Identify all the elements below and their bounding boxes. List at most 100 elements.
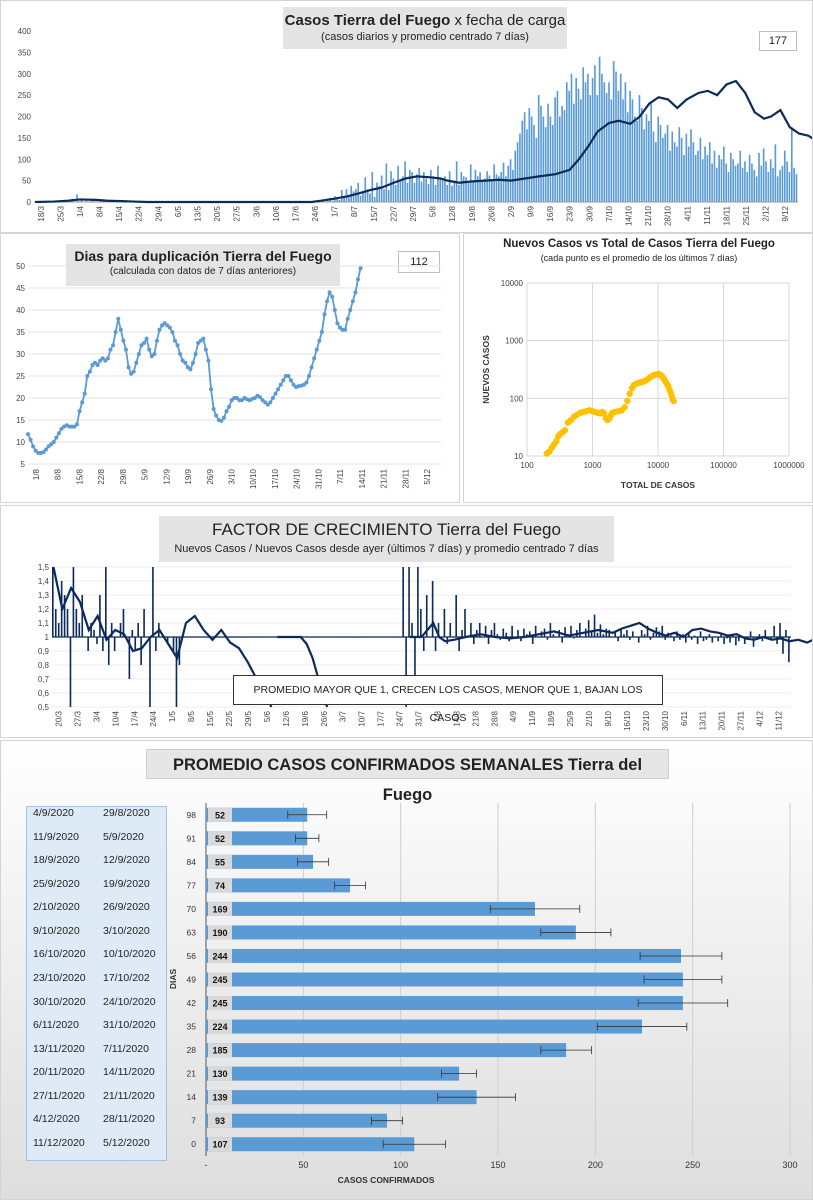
daily-case-bar <box>755 176 758 202</box>
chart-title: Casos Tierra del Fuego x fecha de carga <box>284 12 566 29</box>
daily-case-bar <box>767 172 770 202</box>
growth-bar <box>414 637 416 693</box>
y-tick-label: 250 <box>18 91 32 100</box>
growth-bar <box>531 637 534 644</box>
doubling-point <box>209 387 214 392</box>
daily-case-bar <box>617 90 620 202</box>
growth-bar <box>685 637 687 643</box>
growth-bar <box>134 637 137 651</box>
daily-case-bar <box>626 112 629 202</box>
daily-case-bar <box>416 174 418 202</box>
daily-case-bar <box>408 169 411 202</box>
daily-case-bar <box>359 195 362 202</box>
dias-label: 42 <box>187 998 197 1008</box>
daily-case-bar <box>741 167 744 202</box>
doubling-point <box>319 330 324 334</box>
value-label: 107 <box>212 1140 227 1150</box>
value-label-bg <box>208 1137 232 1152</box>
x-tick-label: 28/11 <box>401 468 410 488</box>
y-tick-label: 1,2 <box>38 605 50 614</box>
daily-case-bar <box>554 97 556 202</box>
daily-case-bar <box>737 163 739 202</box>
y-tick-label: 15 <box>16 416 25 425</box>
x-tick-label: 5/9 <box>141 468 150 480</box>
growth-bar <box>664 637 667 640</box>
growth-bar <box>679 637 681 640</box>
doubling-point <box>317 338 322 343</box>
growth-bar <box>652 632 655 637</box>
doubling-point <box>41 450 46 455</box>
daily-case-bar <box>638 95 641 202</box>
growth-bar <box>104 567 107 637</box>
daily-case-bar <box>568 90 570 202</box>
x-tick-label: 22/8 <box>97 468 106 484</box>
daily-case-bar <box>636 120 638 202</box>
doubling-point <box>286 374 291 378</box>
daily-case-bar <box>392 178 395 202</box>
scatter-point <box>624 397 631 405</box>
daily-case-bar <box>507 165 510 202</box>
doubling-point <box>288 378 293 383</box>
x-tick-label: 3/6 <box>252 205 261 217</box>
growth-factor-plot: 0,5 0,6 0,7 0,8 0,9 1 1,1 1,2 1,3 1,4 1,5 20/3 27/3 3… <box>38 563 812 731</box>
doubling-days-plot: 5 10 15 20 25 30 35 40 45 50 1/8 8/8 15/8 22/8 29/8 5/9… <box>16 262 441 489</box>
week-end-date: 16/10/2020 <box>33 948 86 961</box>
x-tick-label: 4/11 <box>683 205 692 221</box>
daily-case-bar <box>793 167 795 202</box>
daily-case-bar <box>387 190 390 202</box>
dias-label: 63 <box>187 927 197 937</box>
daily-case-bar <box>610 99 613 202</box>
week-end-date: 23/10/2020 <box>33 972 86 984</box>
value-label-bg <box>208 901 232 916</box>
value-label: 245 <box>212 975 227 985</box>
daily-case-bar <box>662 137 664 202</box>
week-end-date: 4/9/2020 <box>33 807 74 820</box>
daily-case-bar <box>589 95 592 202</box>
x-tick-label: 2/12 <box>762 205 771 221</box>
doubling-point <box>126 365 131 370</box>
week-row: 23/10/2020 17/10/202 <box>27 968 168 991</box>
daily-case-bar <box>376 182 378 202</box>
daily-case-bar <box>786 161 788 202</box>
daily-case-bar <box>765 161 767 202</box>
value-label-bg <box>208 1043 232 1058</box>
daily-case-bar <box>336 198 338 202</box>
growth-bar <box>75 609 78 637</box>
daily-case-bar <box>523 112 526 202</box>
y-tick-label: 1000 <box>505 337 523 346</box>
x-tick-label: 15/8 <box>75 468 84 484</box>
daily-case-bar <box>603 82 606 202</box>
weekly-bar <box>206 878 351 893</box>
doubling-point <box>95 363 100 367</box>
x-tick-label: 17/4 <box>130 710 139 726</box>
x-tick-label: 9/9 <box>527 205 536 217</box>
x-tick-label: 200 <box>588 1160 603 1170</box>
dias-label: 49 <box>187 975 197 985</box>
week-end-date: 30/10/2020 <box>33 995 86 1008</box>
daily-case-bar <box>648 120 650 202</box>
scatter-point <box>670 397 677 405</box>
x-tick-label: 31/7 <box>415 710 424 726</box>
x-tick-label: 29/5 <box>244 710 253 726</box>
x-tick-label: 7/8 <box>433 710 442 722</box>
dias-label: 84 <box>187 857 197 867</box>
growth-bar <box>96 637 98 644</box>
daily-case-bar <box>413 182 416 202</box>
daily-case-bar <box>582 67 585 203</box>
daily-case-bar <box>437 165 439 202</box>
growth-bar <box>696 637 699 644</box>
y-tick-label: 0,8 <box>38 661 50 670</box>
daily-case-bar <box>500 172 503 202</box>
daily-case-bar <box>730 152 732 202</box>
weekly-bar <box>206 925 576 940</box>
week-row: 25/9/2020 19/9/2020 <box>27 874 168 897</box>
x-tick-label: 8/4 <box>96 205 105 217</box>
y-tick-label: 10 <box>16 438 25 447</box>
x-tick-label: 24/10 <box>293 468 302 489</box>
daily-case-bar <box>776 176 779 202</box>
daily-case-bar <box>657 116 660 202</box>
growth-bar <box>131 630 134 637</box>
doubling-point <box>175 343 180 348</box>
growth-bar <box>552 634 555 637</box>
doubling-point <box>172 338 177 343</box>
